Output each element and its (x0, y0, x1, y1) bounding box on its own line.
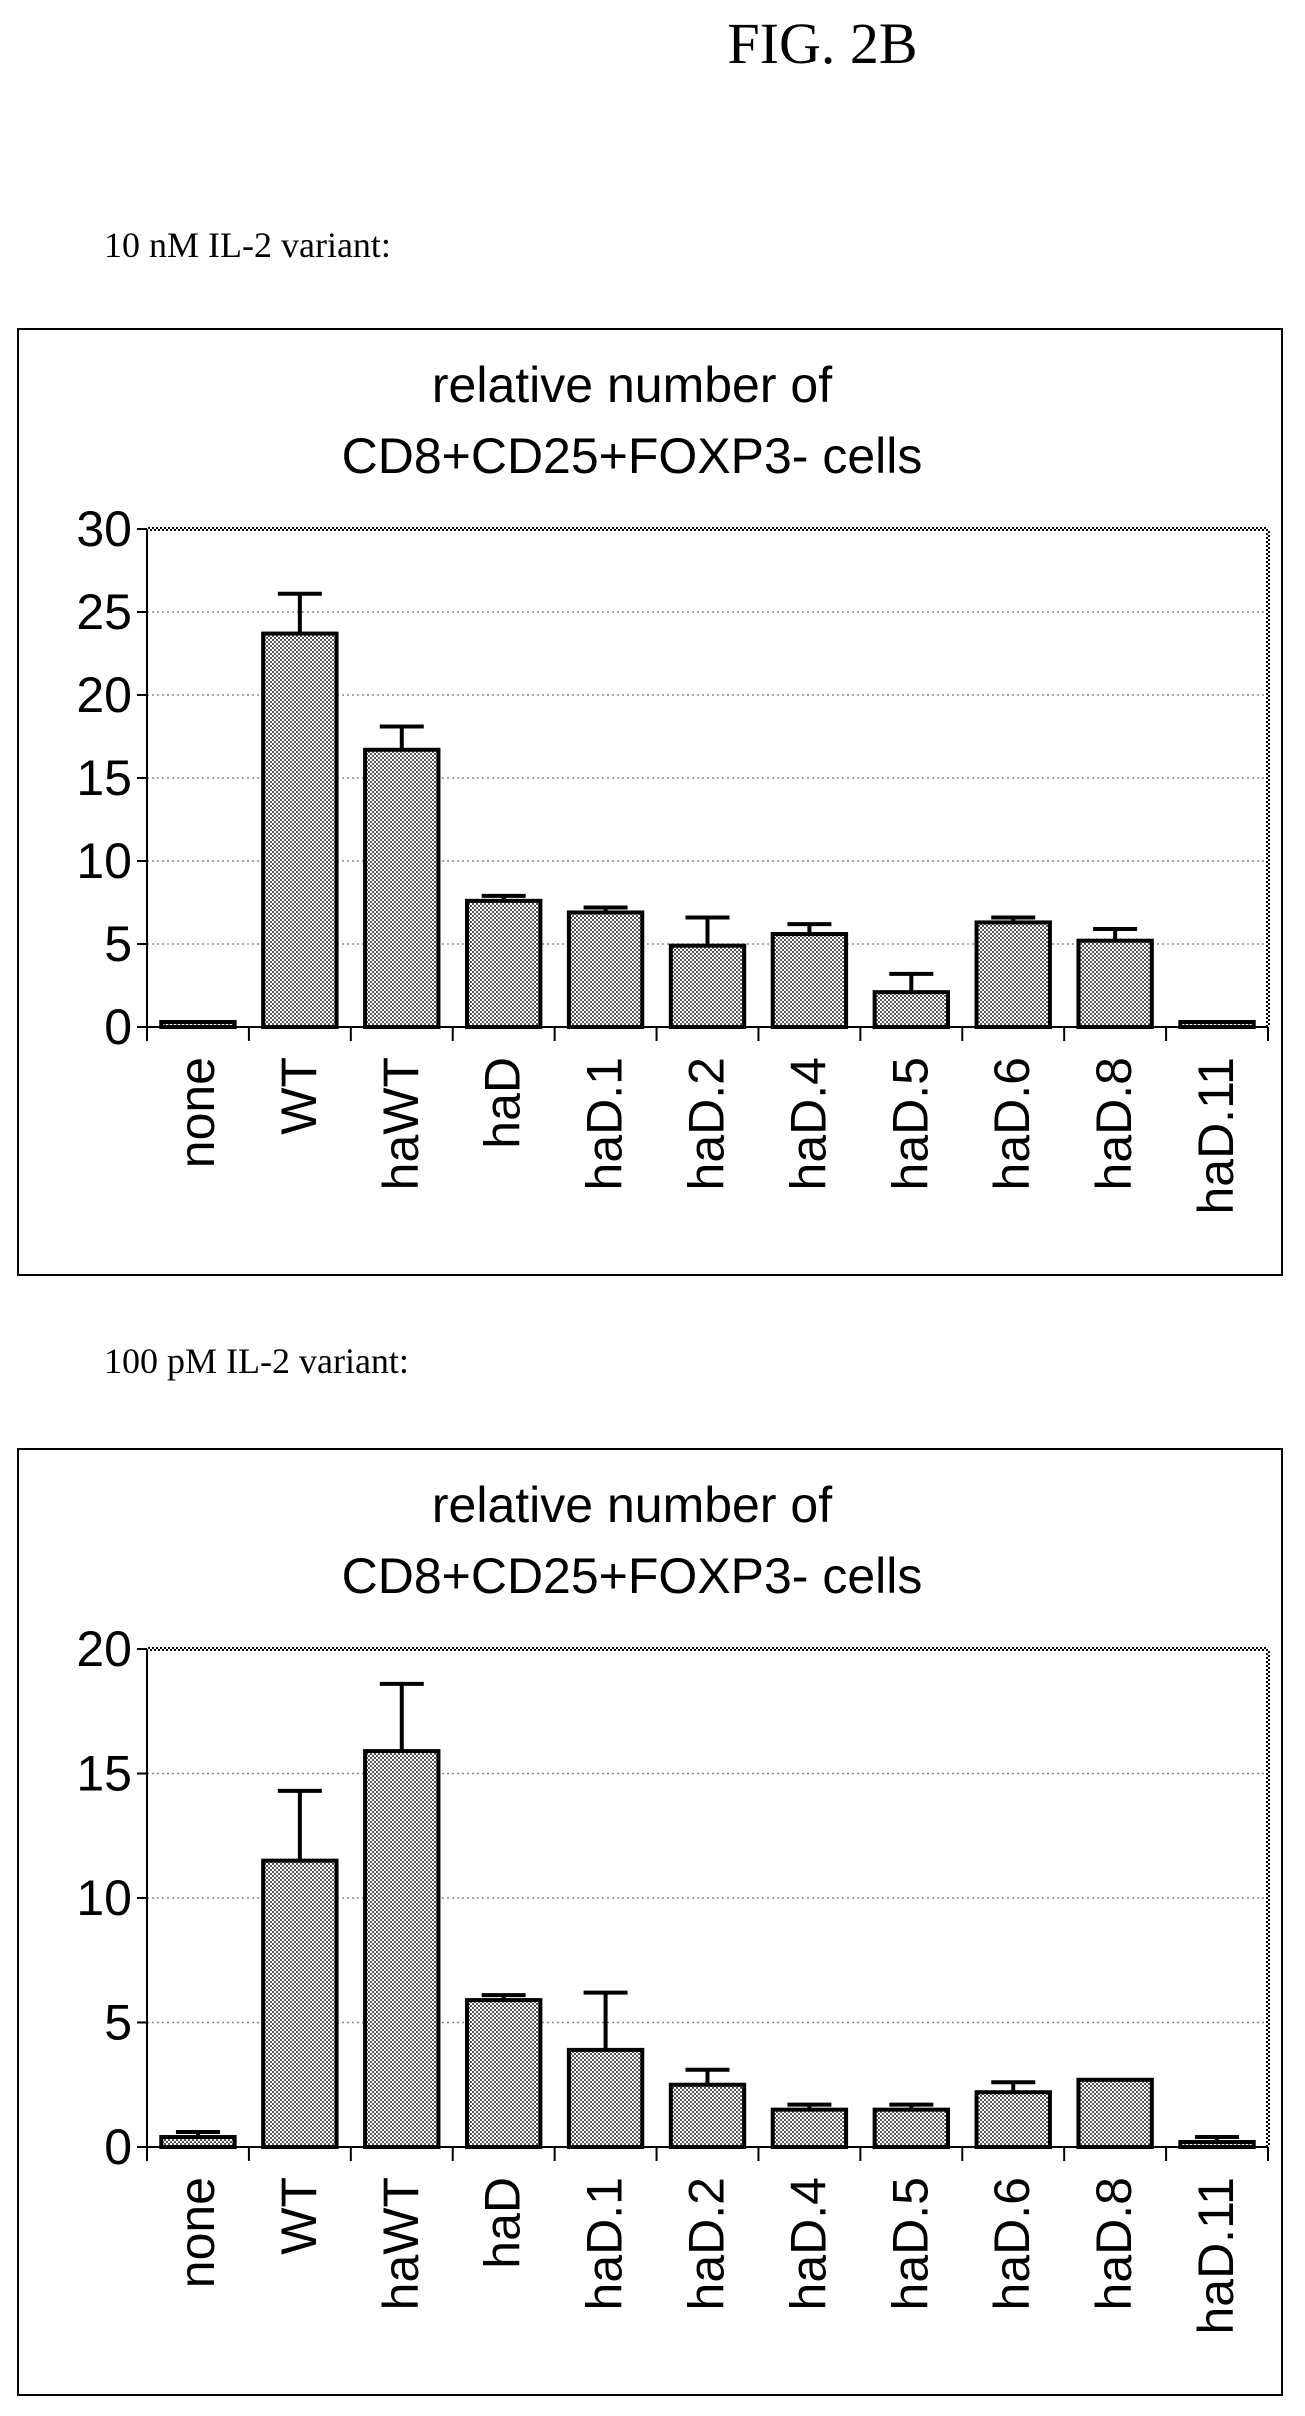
y-tick-label: 10 (76, 833, 132, 889)
chart-title-line2: CD8+CD25+FOXP3- cells (342, 1548, 923, 1604)
x-tick-label: haD.1 (577, 1057, 633, 1190)
bar-haD-2 (668, 2082, 747, 2149)
x-tick-label: haD.5 (882, 2177, 938, 2310)
x-tick-label: WT (271, 1057, 327, 1135)
x-tick-label: haD.5 (882, 1057, 938, 1190)
x-tick-label: none (169, 2177, 225, 2288)
bar-haD-11 (1178, 2140, 1256, 2150)
bar-haD (464, 898, 543, 1030)
bar-haD-6 (974, 920, 1052, 1029)
bar-haWT (363, 1749, 441, 2149)
chart-2-caption: 100 pM IL-2 variant: (104, 1341, 409, 1381)
y-tick-label: 30 (76, 501, 132, 557)
x-tick-label: haD.2 (679, 1057, 735, 1190)
y-tick-label: 20 (76, 667, 132, 723)
y-tick-label: 10 (76, 1870, 132, 1926)
bar-haD-6 (974, 2090, 1052, 2149)
bar-haD-11 (1178, 1020, 1256, 1030)
bar-haD-4 (770, 932, 849, 1029)
bar-haD-1 (566, 910, 645, 1030)
bar-haD-2 (668, 943, 747, 1029)
bar-haD-1 (566, 2047, 645, 2150)
x-tick-label: haD.1 (577, 2177, 633, 2310)
y-tick-label: 15 (76, 1746, 132, 1802)
x-tick-label: haD.11 (1188, 1057, 1244, 1215)
y-tick-label: 15 (76, 750, 132, 806)
x-tick-label: haD.4 (780, 2177, 836, 2310)
chart-1-caption: 10 nM IL-2 variant: (104, 225, 391, 265)
x-tick-label: haD.11 (1188, 2177, 1244, 2335)
chart-title-line2: CD8+CD25+FOXP3- cells (342, 428, 923, 484)
bar-none (159, 2135, 237, 2149)
x-tick-label: haD (475, 1057, 531, 1149)
bar-haD-5 (872, 2107, 951, 2150)
x-tick-label: haD.8 (1086, 2177, 1142, 2310)
chart-title-line1: relative number of (432, 1477, 832, 1533)
y-tick-label: 5 (104, 1995, 132, 2051)
chart-frame (17, 1448, 1283, 2396)
bar-haWT (363, 747, 441, 1029)
y-tick-label: 25 (76, 584, 132, 640)
y-tick-label: 20 (76, 1621, 132, 1677)
chart-2: relative number of CD8+CD25+FOXP3- cells 0… (17, 1448, 1283, 2396)
y-tick-label: 5 (104, 916, 132, 972)
chart-frame (17, 328, 1283, 1276)
y-tick-label: 0 (104, 2119, 132, 2175)
bar-haD-5 (872, 990, 951, 1030)
x-tick-label: haWT (373, 1057, 429, 1190)
x-tick-label: WT (271, 2177, 327, 2255)
x-tick-label: haD.6 (984, 1057, 1040, 1190)
x-tick-label: none (169, 1057, 225, 1168)
x-tick-label: haD.4 (780, 1057, 836, 1190)
bar-haD (464, 1998, 543, 2150)
chart-1: relative number of CD8+CD25+FOXP3- cells 0… (17, 328, 1283, 1276)
x-tick-label: haD.2 (679, 2177, 735, 2310)
bar-haD-8 (1076, 938, 1154, 1029)
bar-WT (261, 1858, 339, 2149)
x-tick-label: haWT (373, 2177, 429, 2310)
chart-title-line1: relative number of (432, 357, 832, 413)
bar-haD-8 (1076, 2077, 1154, 2150)
x-tick-label: haD.8 (1086, 1057, 1142, 1190)
x-tick-label: haD (475, 2177, 531, 2269)
y-tick-label: 0 (104, 999, 132, 1055)
figure-label: FIG. 2B (727, 11, 918, 76)
x-tick-label: haD.6 (984, 2177, 1040, 2310)
bar-haD-4 (770, 2107, 849, 2150)
bar-none (159, 1020, 237, 1030)
bar-WT (261, 631, 339, 1029)
